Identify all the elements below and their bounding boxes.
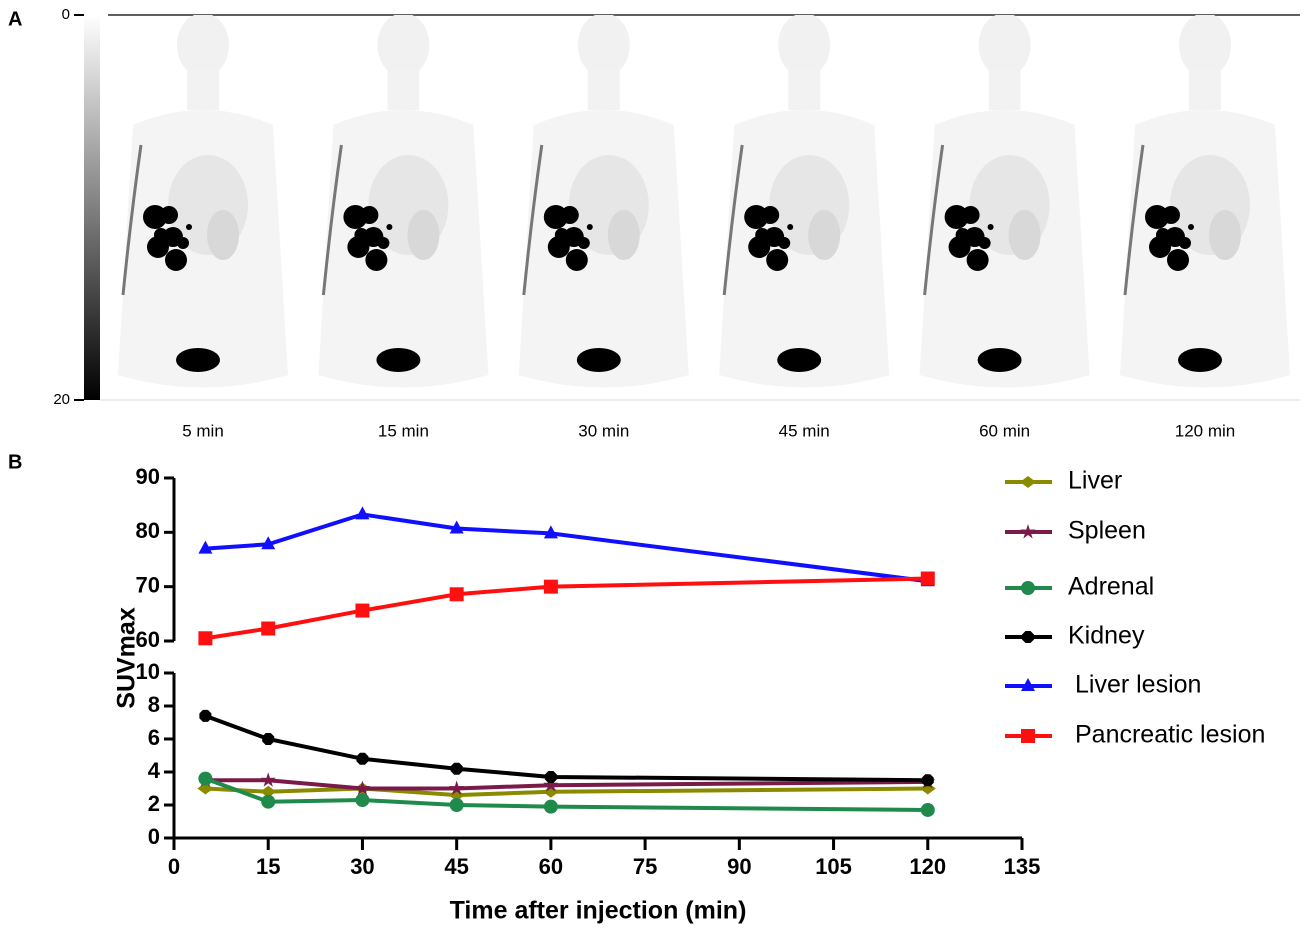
marker <box>919 782 936 795</box>
y-tick-label: 6 <box>148 725 160 750</box>
pet-image <box>1118 15 1292 389</box>
pet-image <box>717 15 891 389</box>
legend-label: Pancreatic lesion <box>1075 721 1265 749</box>
marker <box>543 525 558 539</box>
marker <box>921 774 934 787</box>
series-line <box>205 778 928 791</box>
y-axis-label: SUVmax <box>113 607 141 709</box>
image-caption: 45 min <box>779 421 830 440</box>
legend-marker <box>1020 476 1036 488</box>
marker <box>356 752 369 765</box>
series-line <box>204 714 928 783</box>
marker <box>355 793 370 808</box>
marker <box>543 579 558 594</box>
y-tick-label: 10 <box>136 659 160 684</box>
legend-label: Adrenal <box>1068 573 1154 601</box>
y-tick-label: 80 <box>136 518 160 543</box>
legend-marker <box>1021 581 1035 595</box>
marker <box>198 631 213 646</box>
marker <box>449 798 464 812</box>
legend-label: Spleen <box>1068 517 1146 545</box>
x-tick-label: 120 <box>909 854 946 879</box>
y-tick-label: 70 <box>136 572 160 597</box>
legend-marker <box>1021 630 1035 644</box>
series-line <box>205 786 928 798</box>
marker <box>354 780 371 795</box>
marker <box>448 789 465 802</box>
x-tick-label: 60 <box>539 854 563 879</box>
marker <box>543 777 559 792</box>
y-tick-label: 60 <box>136 627 160 652</box>
marker <box>450 762 463 775</box>
marker <box>920 571 935 586</box>
x-tick-label: 30 <box>350 854 374 879</box>
marker <box>355 603 370 618</box>
panel-label: B <box>8 451 22 473</box>
marker <box>262 732 275 746</box>
image-caption: 120 min <box>1175 421 1235 440</box>
image-caption: 30 min <box>578 421 629 440</box>
image-caption: 15 min <box>378 421 429 440</box>
marker <box>544 770 557 783</box>
x-axis-label: Time after injection (min) <box>450 897 747 925</box>
y-tick-label: 4 <box>148 758 161 783</box>
colorbar-tick-label: 0 <box>62 6 70 23</box>
marker <box>355 506 370 520</box>
marker <box>449 587 464 602</box>
marker <box>260 785 277 798</box>
marker <box>543 799 558 814</box>
y-tick-label: 0 <box>148 824 160 849</box>
x-tick-label: 135 <box>1004 854 1041 879</box>
x-tick-label: 15 <box>256 854 280 879</box>
legend-label: Liver <box>1068 467 1122 495</box>
y-tick-label: 90 <box>136 464 160 489</box>
pet-image <box>918 15 1092 389</box>
legend-marker <box>1021 678 1035 691</box>
marker <box>198 540 213 554</box>
series-line <box>205 576 928 641</box>
marker <box>199 709 212 722</box>
y-tick-label: 8 <box>148 692 160 717</box>
pet-image <box>517 15 691 389</box>
pet-image <box>316 15 490 389</box>
x-tick-label: 45 <box>444 854 468 879</box>
marker <box>261 536 276 550</box>
image-caption: 60 min <box>979 421 1030 440</box>
marker <box>261 794 276 809</box>
marker <box>449 780 465 795</box>
legend-label: Liver lesion <box>1075 671 1201 699</box>
x-tick-label: 90 <box>727 854 751 879</box>
marker <box>198 771 213 786</box>
colorbar-tick-label: 20 <box>53 391 70 408</box>
marker <box>261 621 276 636</box>
image-caption: 5 min <box>182 421 224 440</box>
legend-label: Kidney <box>1068 622 1145 650</box>
marker <box>920 802 935 817</box>
marker <box>260 772 276 787</box>
series-line <box>204 776 928 812</box>
legend-marker <box>1020 524 1036 539</box>
x-tick-label: 0 <box>168 854 180 879</box>
legend-marker <box>1021 729 1035 743</box>
marker <box>542 785 559 798</box>
x-tick-label: 105 <box>815 854 852 879</box>
pet-image <box>116 15 290 389</box>
x-tick-label: 75 <box>633 854 657 879</box>
series-line <box>205 512 929 584</box>
panel-label: A <box>8 8 22 30</box>
pet-images <box>116 15 1292 389</box>
y-tick-label: 2 <box>148 791 160 816</box>
panel-a: 0 20 5 min 15 min 30 min 45 min 60 min 120 min <box>53 6 1235 441</box>
colorbar <box>84 15 100 400</box>
marker <box>449 520 464 534</box>
chart: B 0 2 4 6 8 10 60 70 80 90 0 15 30 45 60 75 90 105 120 135 Ti… <box>8 451 1265 924</box>
